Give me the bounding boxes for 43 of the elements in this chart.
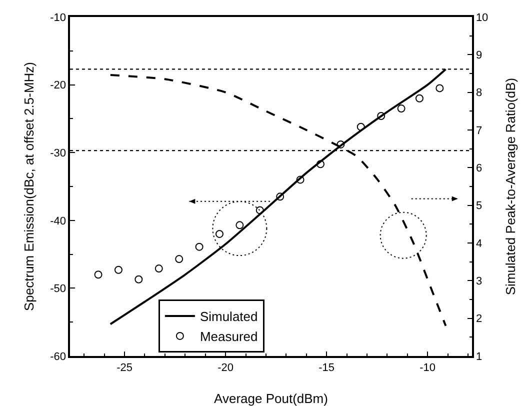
x-tick-label: -10 [420,362,436,374]
point [336,140,345,148]
point [397,104,406,113]
legend-label: Simulated [200,309,258,324]
y-tick-label: -50 [50,283,66,296]
point [276,192,284,201]
point [134,275,143,284]
x-tick-label: -15 [318,362,335,374]
point [175,255,184,264]
point [114,266,122,274]
y2-tick-label: 3 [476,276,482,288]
y2-axis-title: Simulated Peak-to-Average Ratio(dB) [503,78,518,296]
y-tick-label: -60 [50,350,66,363]
point [377,112,386,120]
y2-tick-label: 6 [476,162,482,175]
point [236,221,244,230]
y2-tick-label: 1 [476,350,482,363]
x-axis-title: Average Pout(dBm) [214,391,328,406]
legend-label: Measured [200,329,258,344]
x-tick-label: -25 [116,362,132,374]
point [256,206,264,214]
y-tick-label: -20 [50,80,66,92]
y-tick-label: -40 [50,215,66,228]
y2-tick-label: 9 [476,50,482,62]
y2-tick-label: 10 [476,12,488,24]
point [195,242,204,251]
point [296,176,304,184]
point [356,122,365,131]
y-axis-title: Spectrum Emission(dBc, at offset 2.5-MHz) [22,62,36,312]
point [316,160,324,168]
point [415,94,424,102]
y2-tick-label: 4 [476,238,482,250]
point [215,230,224,238]
y2-tick-label: 5 [476,200,482,212]
y-tick-label: -30 [50,147,66,160]
y2-tick-label: 7 [476,124,482,137]
point [436,84,444,92]
y-tick-label: -10 [50,12,66,24]
point [154,264,163,273]
x-tick-label: -20 [218,362,234,374]
y2-tick-label: 8 [476,87,482,100]
y2-tick-label: 2 [476,313,482,326]
point [94,270,102,279]
